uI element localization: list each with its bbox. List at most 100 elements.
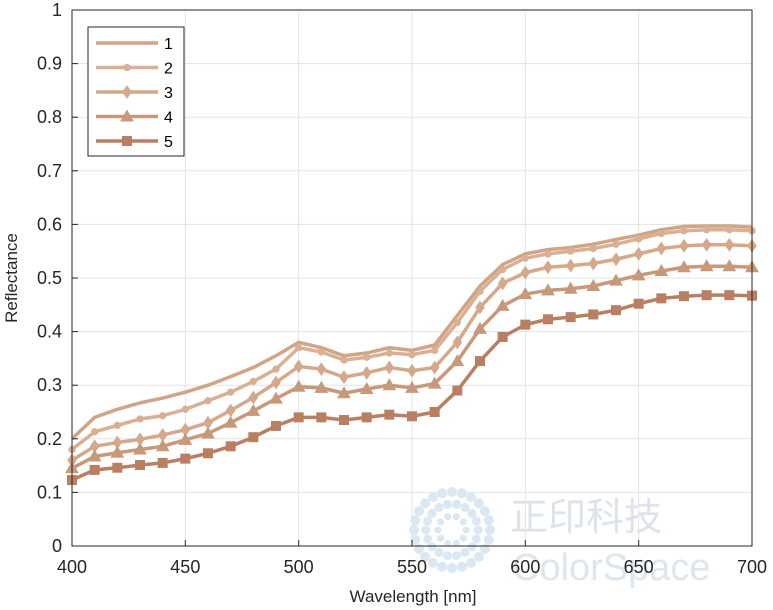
data-point-3	[248, 390, 259, 405]
data-point-2	[453, 318, 461, 327]
watermark-dot	[483, 534, 494, 545]
legend-item-2: 2	[96, 61, 173, 78]
y-tick-label: 0.5	[37, 268, 62, 288]
watermark-dot	[434, 548, 444, 558]
series-1	[70, 224, 753, 441]
watermark-dot	[427, 508, 437, 518]
legend-item-5: 5	[96, 134, 173, 151]
series-line-1	[70, 224, 753, 441]
legend-marker	[122, 85, 132, 99]
data-point-3	[679, 238, 689, 253]
data-point-4	[677, 260, 691, 273]
data-point-4	[337, 386, 351, 399]
watermark-dot	[437, 534, 445, 542]
x-tick-label: 600	[510, 557, 540, 577]
data-point-2	[476, 287, 484, 296]
data-point-5	[157, 457, 168, 468]
watermark-dot	[420, 498, 431, 509]
watermark-dot	[427, 542, 437, 552]
x-tick-label: 650	[624, 557, 654, 577]
ticks: 400 450 500 550 600 650 700 0 0.1 0.2 0.3 0.4 0.5 0.6…	[37, 0, 767, 577]
data-point-2	[408, 350, 416, 359]
data-point-4	[223, 415, 238, 428]
data-point-3	[520, 265, 531, 280]
watermark-dot	[442, 499, 452, 509]
watermark-dot	[466, 557, 476, 568]
data-point-2	[317, 348, 325, 356]
data-point-3	[271, 375, 281, 390]
data-point-5	[407, 411, 417, 422]
watermark-dot	[410, 515, 421, 526]
data-point-3	[429, 360, 440, 375]
y-tick-label: 0.9	[37, 54, 62, 74]
data-point-5	[248, 432, 259, 443]
data-point-4	[110, 445, 125, 458]
watermark-dot	[471, 516, 481, 526]
watermark-dot	[428, 557, 438, 568]
data-point-3	[384, 360, 395, 375]
data-point-5	[475, 356, 485, 367]
y-tick-label: 0.2	[37, 429, 62, 449]
data-point-4	[178, 432, 193, 445]
data-point-2	[159, 412, 167, 420]
data-point-4	[450, 354, 465, 367]
data-point-4	[291, 379, 306, 392]
data-point-2	[363, 353, 371, 361]
data-point-3	[225, 403, 236, 418]
data-point-2	[136, 415, 144, 423]
watermark-dot	[462, 526, 470, 534]
watermark: 正印科技 ColorSpace	[409, 487, 711, 589]
data-point-5	[180, 453, 191, 464]
data-point-3	[565, 258, 576, 273]
data-point-5	[724, 290, 735, 301]
data-point-2	[657, 229, 665, 238]
watermark-dot	[437, 488, 448, 499]
data-point-5	[135, 460, 145, 471]
data-point-3	[407, 363, 417, 378]
data-point-4	[155, 439, 170, 452]
data-point-2	[340, 356, 348, 364]
data-point-3	[361, 366, 372, 380]
data-point-5	[225, 441, 236, 452]
data-point-2	[249, 377, 257, 386]
data-point-5	[588, 309, 599, 320]
legend-marker	[120, 109, 134, 122]
series-2	[68, 226, 756, 454]
y-tick-label: 0.4	[37, 322, 62, 342]
watermark-dot	[452, 539, 460, 547]
watermark-dot	[452, 513, 460, 521]
watermark-dot	[447, 487, 457, 497]
data-point-5	[384, 409, 395, 420]
x-tick-label: 550	[397, 557, 427, 577]
watermark-dot	[452, 551, 462, 561]
x-tick-label: 450	[170, 557, 200, 577]
data-point-2	[204, 397, 212, 405]
data-point-4	[359, 381, 374, 394]
data-point-2	[181, 405, 189, 413]
watermark-dot	[479, 506, 490, 516]
data-point-3	[588, 256, 599, 271]
data-point-2	[703, 226, 711, 234]
data-point-2	[544, 250, 552, 258]
data-point-5	[452, 385, 463, 396]
data-point-5	[656, 293, 667, 304]
data-point-4	[427, 376, 442, 389]
data-point-2	[499, 265, 507, 274]
watermark-dot	[459, 518, 467, 526]
series-4	[65, 259, 759, 474]
data-point-2	[272, 365, 280, 373]
watermark-dot	[420, 551, 431, 562]
data-point-2	[635, 235, 643, 243]
data-point-4	[495, 298, 510, 311]
watermark-dot	[414, 506, 425, 516]
series-layer	[65, 224, 759, 486]
watermark-dot	[442, 551, 452, 561]
watermark-dot	[459, 534, 467, 542]
data-point-4	[699, 259, 714, 272]
data-point-2	[91, 428, 99, 436]
data-point-5	[203, 448, 213, 459]
y-tick-label: 0.6	[37, 214, 62, 234]
data-point-4	[541, 283, 555, 296]
data-point-4	[246, 403, 261, 416]
